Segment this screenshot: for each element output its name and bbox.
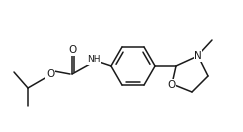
Text: N: N	[194, 51, 202, 61]
Text: O: O	[167, 80, 175, 90]
Text: O: O	[68, 45, 76, 55]
Text: O: O	[46, 69, 54, 79]
Text: NH: NH	[87, 55, 101, 65]
